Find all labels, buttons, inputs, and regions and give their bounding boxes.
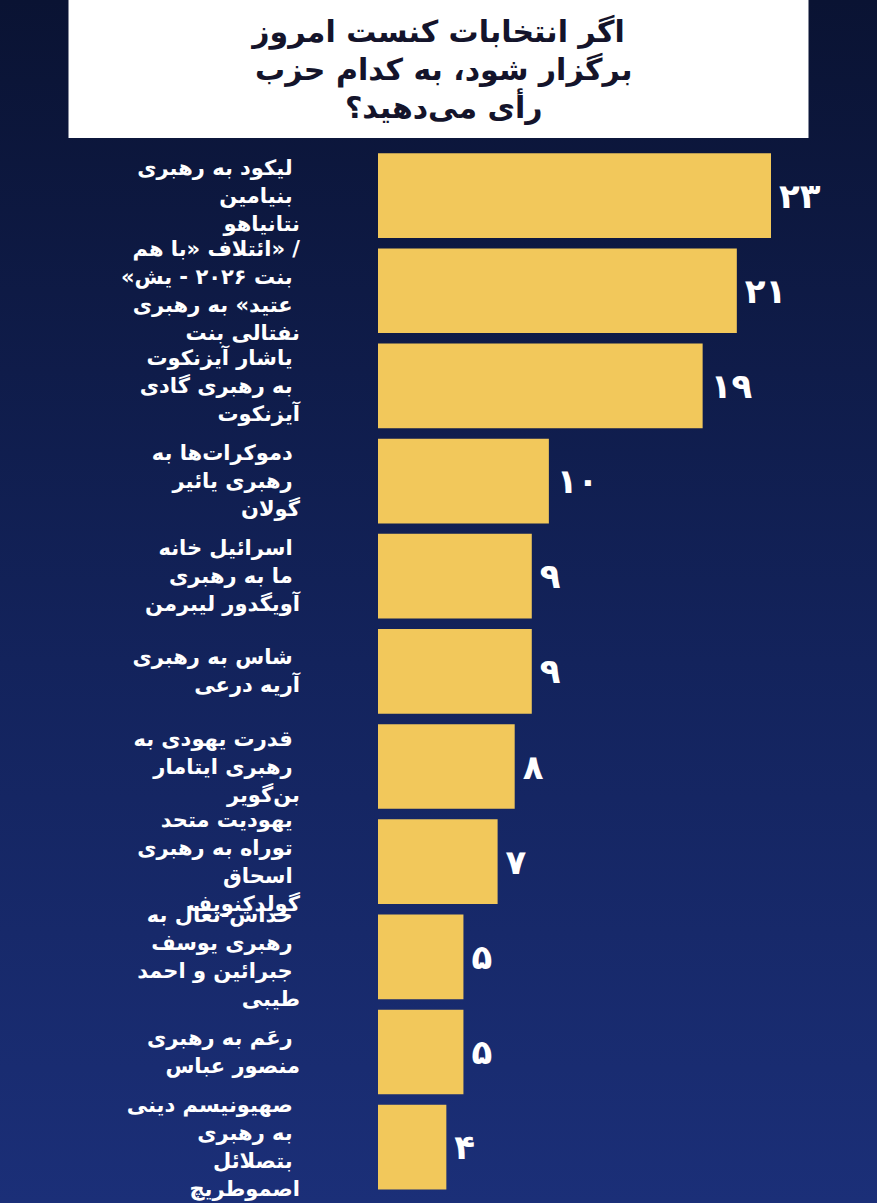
svg-text:رأی می‌دهید؟: رأی می‌دهید؟ bbox=[334, 88, 542, 125]
svg-text:دموکرات‌ها به: دموکرات‌ها به bbox=[152, 441, 300, 465]
svg-text:رهبری یائیر: رهبری یائیر bbox=[172, 469, 300, 493]
svg-text:به رهبری گادی: به رهبری گادی bbox=[140, 373, 300, 398]
svg-text:طیبی: طیبی bbox=[242, 987, 300, 1011]
svg-text:رعَم به رهبری: رعَم به رهبری bbox=[147, 1026, 300, 1050]
svg-text:۹: ۹ bbox=[540, 556, 561, 596]
svg-text:۷: ۷ bbox=[506, 842, 527, 882]
svg-text:جبرائین و احمد: جبرائین و احمد bbox=[137, 959, 300, 983]
svg-text:منصور عباس: منصور عباس bbox=[165, 1054, 300, 1078]
svg-text:۲۳: ۲۳ bbox=[779, 176, 821, 216]
svg-text:آیزنکوت: آیزنکوت bbox=[217, 401, 300, 426]
svg-text:نتانیاهو: نتانیاهو bbox=[223, 212, 300, 236]
svg-text:آویگدور لیبرمن: آویگدور لیبرمن bbox=[145, 591, 301, 616]
svg-text:توراه به رهبری: توراه به رهبری bbox=[137, 836, 300, 860]
svg-text:خداش-تعال به: خداش-تعال به bbox=[147, 903, 300, 927]
svg-text:ائتلاف «با هم» /: ائتلاف «با هم» / bbox=[132, 237, 300, 261]
svg-text:بن‌گویر: بن‌گویر bbox=[226, 782, 300, 807]
svg-text:اصموطریچ: اصموطریچ bbox=[189, 1177, 300, 1201]
svg-text:ما به رهبری: ما به رهبری bbox=[169, 564, 300, 588]
svg-text:شاس به رهبری: شاس به رهبری bbox=[132, 645, 300, 669]
svg-text:نفتالی بنت: نفتالی بنت bbox=[185, 321, 300, 345]
svg-text:لیکود به رهبری: لیکود به رهبری bbox=[137, 156, 300, 180]
svg-text:اسحاق: اسحاق bbox=[223, 864, 300, 888]
svg-text:اسرائیل خانه: اسرائیل خانه bbox=[158, 536, 300, 560]
svg-text:برگزار شود، به کدام حزب: برگزار شود، به کدام حزب bbox=[245, 52, 633, 88]
svg-text:رهبری یوسف: رهبری یوسف bbox=[151, 931, 300, 955]
svg-text:۸: ۸ bbox=[523, 747, 544, 787]
svg-text:بنیامین: بنیامین bbox=[219, 184, 300, 208]
svg-text:۵: ۵ bbox=[471, 937, 492, 977]
svg-text:یهودیت متحد: یهودیت متحد bbox=[161, 808, 300, 832]
svg-text:۵: ۵ bbox=[471, 1032, 492, 1072]
svg-text:به رهبری: به رهبری bbox=[197, 1121, 300, 1145]
svg-text:آریه درعی: آریه درعی bbox=[194, 672, 300, 697]
svg-text:صهیونیسم دینی: صهیونیسم دینی bbox=[127, 1093, 300, 1117]
svg-text:۹: ۹ bbox=[540, 651, 561, 691]
svg-text:یاشار آیزنکوت: یاشار آیزنکوت bbox=[146, 345, 300, 370]
svg-text:۱۰: ۱۰ bbox=[557, 461, 599, 501]
svg-text:۱۹: ۱۹ bbox=[711, 366, 753, 406]
svg-text:اگر انتخابات کنست امروز: اگر انتخابات کنست امروز bbox=[250, 14, 625, 50]
svg-text:«بنت ۲۰۲۶ - یش: «بنت ۲۰۲۶ - یش bbox=[114, 265, 300, 289]
svg-text:بتصلائل: بتصلائل bbox=[213, 1149, 300, 1173]
svg-text:عتید» به رهبری: عتید» به رهبری bbox=[133, 293, 300, 317]
svg-text:گولان: گولان bbox=[241, 496, 301, 521]
svg-text:رهبری ایتامار: رهبری ایتامار bbox=[152, 755, 300, 779]
svg-text:قدرت یهودی به: قدرت یهودی به bbox=[133, 727, 300, 751]
svg-text:۴: ۴ bbox=[454, 1127, 475, 1167]
svg-text:۲۱: ۲۱ bbox=[745, 271, 787, 311]
